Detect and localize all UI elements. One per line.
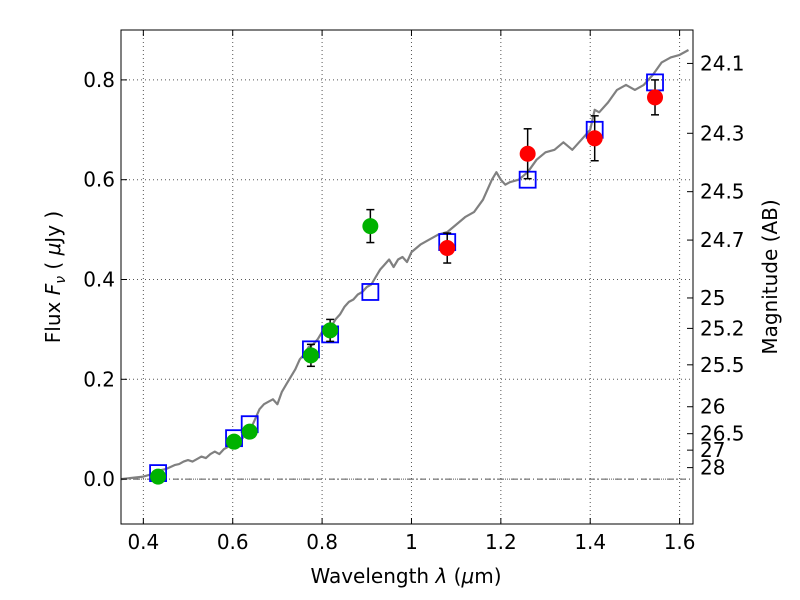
x-tick-label: 1.6 [664,530,696,554]
x-tick-label: 1.2 [485,530,517,554]
model-spectrum-line [121,49,690,481]
nir-data-point [519,145,536,162]
magnitude-tick-label: 24.7 [700,228,745,252]
magnitude-tick-label: 26 [700,395,725,419]
magnitude-tick-label: 27 [700,438,725,462]
magnitude-tick-label: 24.1 [700,51,745,75]
nir-data-point [439,240,456,257]
magnitude-tick-label: 26.5 [700,422,745,446]
plot-frame [120,29,694,525]
x-tick-label: 0.6 [217,530,249,554]
magnitude-tick-label: 28 [700,456,725,480]
x-tick-label: 1.4 [574,530,606,554]
grid [121,30,693,524]
magnitude-tick-label: 24.5 [700,180,745,204]
y-axis-ticks: 0.0 0.2 0.4 0.6 0.8 [83,68,127,491]
magnitude-tick-label: 25.5 [700,353,745,377]
nir-data-point [586,130,603,147]
optical-data-point [362,218,379,235]
x-tick-label: 1 [405,530,418,554]
optical-data-point [322,322,339,339]
optical-data-point [241,423,258,440]
y-tick-label: 0.6 [83,168,115,192]
x-tick-label: 0.8 [306,530,338,554]
model-photometry-squares [149,73,664,483]
observed-photometry [150,79,664,485]
x-axis-ticks: 0.4 0.6 0.8 1 1.2 1.4 1.6 [127,30,696,554]
model-spectrum [121,49,690,481]
optical-data-point [150,468,167,485]
y-tick-label: 0.8 [83,68,115,92]
magnitude-tick-label: 24.3 [700,121,745,145]
y-tick-label: 0.4 [83,267,115,291]
nir-data-point [647,89,664,106]
magnitude-tick-label: 25.2 [700,316,745,340]
y-axis-title: Flux Fν ( μJy ) [41,211,69,343]
right-axis-title: Magnitude (AB) [758,199,782,354]
y-tick-label: 0.2 [83,367,115,391]
optical-data-point [302,347,319,364]
optical-data-point [226,433,243,450]
magnitude-tick-label: 25 [700,286,725,310]
x-tick-label: 0.4 [127,530,159,554]
model-photometry-square [361,283,380,301]
x-axis-title: Wavelength λ (μm) [310,564,501,588]
y-tick-label: 0.0 [83,467,115,491]
